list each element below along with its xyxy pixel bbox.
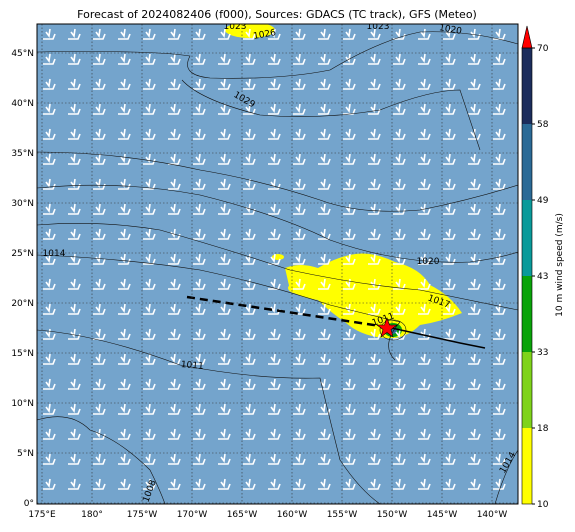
colorbar-tick-label: 70 [537,44,549,54]
colorbar-label: 10 m wind speed (m/s) [555,213,565,317]
colorbar-tick-label: 49 [537,196,549,206]
isobar-label: 1020 [438,23,463,37]
tc-position [376,317,398,338]
x-tick-label: 180° [81,510,103,520]
y-tick-label: 15°N [11,349,34,359]
colorbar-tick-label: 58 [537,120,549,130]
x-tick-label: 170°W [177,510,208,520]
isobar-label: 1023 [224,22,247,32]
colorbar-segment [522,48,532,124]
map-title: Forecast of 2024082406 (f000), Sources: … [77,8,477,21]
y-tick-label: 5°N [17,449,34,459]
colorbar-segment [522,200,532,276]
y-tick-label: 10°N [11,399,34,409]
y-tick-label: 25°N [11,249,34,259]
colorbar-segment [522,276,532,352]
tc-track [186,295,486,349]
y-tick-label: 40°N [11,99,34,109]
isobar-label: 1014 [43,249,66,259]
x-tick-label: 150°W [377,510,408,520]
wind-barbs [37,24,518,504]
isobar-label: 1026 [253,28,278,42]
y-tick-label: 0° [24,499,34,509]
isobar-label: 1011 [180,360,204,372]
x-tick-label: 160°W [277,510,308,520]
y-tick-label: 45°N [11,49,34,59]
y-tick-label: 20°N [11,299,34,309]
colorbar-tick-label: 33 [537,348,548,358]
x-tick-label: 165°W [227,510,258,520]
x-tick-label: 140°W [477,510,508,520]
y-tick-label: 35°N [11,149,34,159]
colorbar-tick-label: 43 [537,272,548,282]
colorbar-tick-label: 10 [537,500,549,510]
isobar-label: 1020 [417,257,440,267]
x-tick-label: 145°W [427,510,458,520]
colorbar-extension [521,25,533,49]
colorbar-tick-label: 18 [537,424,549,434]
y-tick-label: 30°N [11,199,34,209]
map-frame [36,23,519,505]
colorbar-segment [522,124,532,200]
isobars [37,31,518,504]
x-tick-label: 175°W [127,510,158,520]
colorbar-segment [522,352,532,428]
isobar-label: 1023 [367,22,390,32]
colorbar-segment [522,428,532,504]
x-tick-label: 155°W [327,510,358,520]
x-tick-label: 175°E [28,510,56,520]
